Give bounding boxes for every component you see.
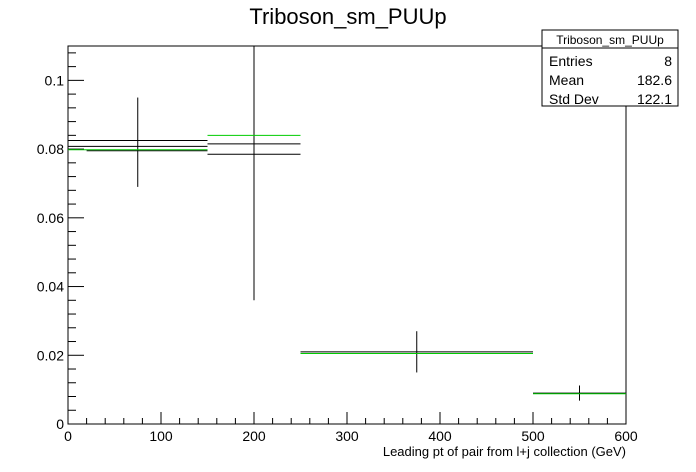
data-point bbox=[300, 331, 533, 373]
y-tick-label: 0.08 bbox=[37, 141, 64, 157]
x-tick-label: 400 bbox=[428, 428, 452, 444]
y-tick-label: 0 bbox=[56, 416, 64, 432]
stats-row-label: Std Dev bbox=[549, 91, 599, 107]
stats-row-label: Mean bbox=[549, 72, 584, 88]
x-tick-label: 600 bbox=[614, 428, 638, 444]
x-axis: 0 100 200 300 400 500 600 bbox=[64, 412, 638, 444]
stats-row-value: 122.1 bbox=[637, 91, 672, 107]
plot-area bbox=[68, 46, 626, 401]
stats-row-value: 182.6 bbox=[637, 72, 672, 88]
x-tick-label: 300 bbox=[335, 428, 359, 444]
stats-box: Triboson_sm_PUUp Entries 8 Mean 182.6 Std Dev… bbox=[541, 29, 679, 107]
y-tick-label: 0.1 bbox=[45, 72, 65, 88]
x-axis-title: Leading pt of pair from l+j collection (… bbox=[383, 444, 626, 459]
chart-title: Triboson_sm_PUUp bbox=[249, 4, 446, 29]
data-point bbox=[207, 46, 301, 301]
stats-box-title: Triboson_sm_PUUp bbox=[556, 33, 664, 47]
y-tick-label: 0.06 bbox=[37, 210, 64, 226]
x-tick-label: 100 bbox=[149, 428, 173, 444]
data-point bbox=[68, 97, 208, 187]
stats-box-border bbox=[541, 29, 679, 107]
x-tick-label: 200 bbox=[242, 428, 266, 444]
y-tick-label: 0.04 bbox=[37, 279, 64, 295]
y-tick-label: 0.02 bbox=[37, 347, 64, 363]
stats-row-value: 8 bbox=[664, 53, 672, 69]
data-point bbox=[533, 385, 626, 401]
x-tick-label: 0 bbox=[64, 428, 72, 444]
y-axis: 0 0.02 0.04 0.06 0.08 0.1 bbox=[37, 52, 84, 432]
stats-row-label: Entries bbox=[549, 53, 593, 69]
x-tick-label: 500 bbox=[521, 428, 545, 444]
